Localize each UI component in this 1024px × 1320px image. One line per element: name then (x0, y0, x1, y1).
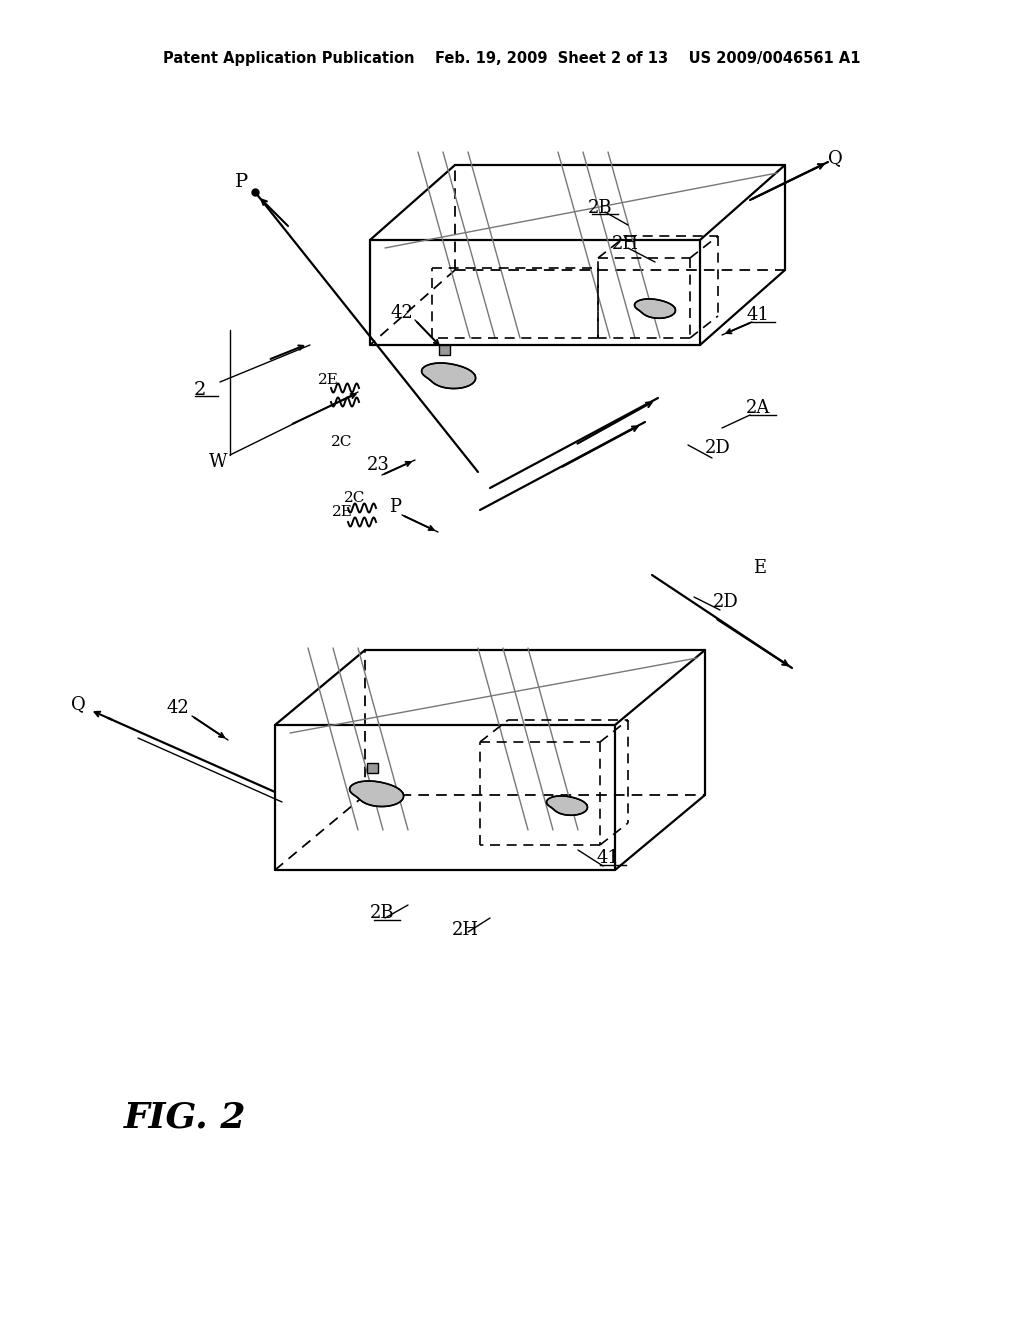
Text: 2E: 2E (332, 506, 352, 519)
Bar (367, 763, 378, 774)
Text: 2E: 2E (317, 374, 339, 387)
Text: E: E (754, 558, 767, 577)
Polygon shape (547, 796, 588, 816)
Text: 42: 42 (167, 700, 189, 717)
Text: P: P (389, 498, 401, 516)
Text: 2B: 2B (588, 199, 612, 216)
Polygon shape (422, 363, 475, 388)
Text: P: P (236, 173, 249, 191)
Text: 2H: 2H (611, 235, 639, 253)
Text: 2C: 2C (332, 436, 352, 449)
Text: 2H: 2H (452, 921, 478, 939)
Text: 41: 41 (746, 306, 769, 323)
Text: 2D: 2D (713, 593, 739, 611)
Text: 2B: 2B (370, 904, 394, 921)
Text: Q: Q (827, 149, 843, 168)
Bar (438, 345, 450, 355)
Text: 2: 2 (194, 381, 206, 399)
Text: FIG. 2: FIG. 2 (124, 1101, 246, 1135)
Text: 42: 42 (390, 304, 414, 322)
Text: 2C: 2C (344, 491, 366, 506)
Text: Patent Application Publication    Feb. 19, 2009  Sheet 2 of 13    US 2009/004656: Patent Application Publication Feb. 19, … (163, 50, 861, 66)
Text: W: W (209, 453, 227, 471)
Text: 2D: 2D (706, 440, 731, 457)
Polygon shape (635, 298, 676, 318)
Text: 41: 41 (597, 849, 620, 867)
Text: 2A: 2A (745, 399, 770, 417)
Text: 23: 23 (367, 455, 389, 474)
Text: Q: Q (71, 696, 85, 713)
Polygon shape (349, 781, 403, 807)
